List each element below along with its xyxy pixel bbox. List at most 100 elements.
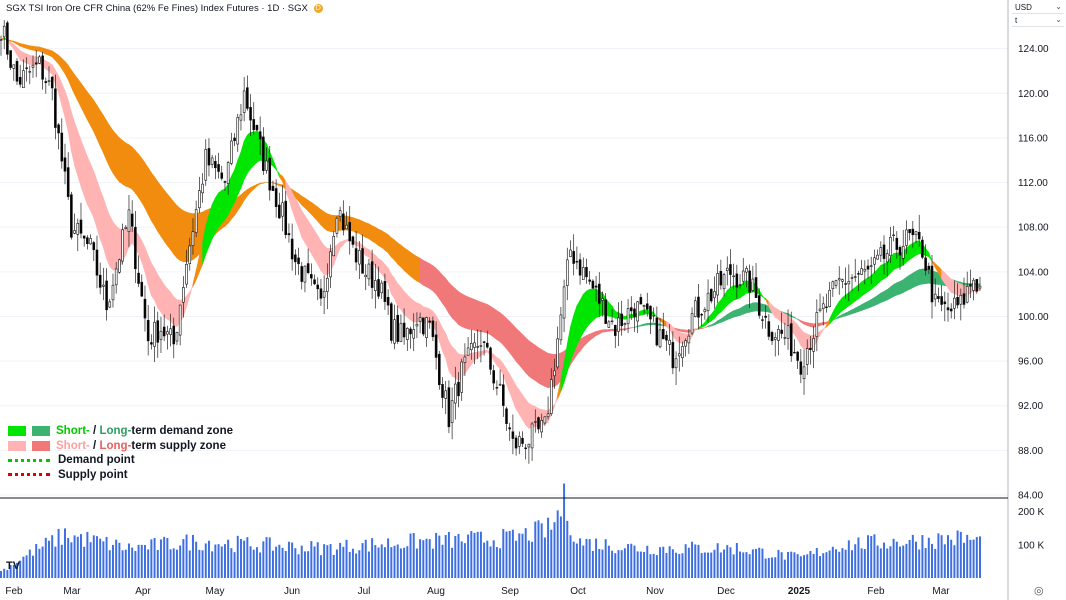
candle-body [828, 289, 831, 308]
volume-bar [521, 533, 524, 578]
volume-bar [812, 553, 815, 578]
volume-bar [803, 555, 806, 578]
candle [556, 326, 559, 370]
long-term-zone-segment [621, 328, 626, 331]
candle-body [873, 257, 876, 265]
candle-body [470, 343, 473, 351]
volume-bar [220, 546, 223, 578]
volume-bar [265, 537, 268, 578]
volume-bar [319, 555, 322, 578]
candle-body [786, 325, 790, 339]
candle-body [57, 124, 60, 134]
candle-body [118, 259, 121, 273]
candle-body [153, 321, 156, 347]
candle-body [15, 60, 19, 82]
candle-body [965, 286, 969, 303]
candle-body [194, 209, 198, 234]
volume-bar [191, 534, 194, 578]
short-term-zone-segment [314, 229, 319, 266]
long-term-zone-segment [874, 294, 878, 307]
volume-bar [665, 552, 668, 578]
candle [447, 380, 451, 434]
tradingview-logo-icon[interactable]: TV [6, 560, 21, 572]
long-term-zone-segment [371, 225, 376, 244]
unit-selector[interactable]: t ⌄ [1012, 15, 1064, 27]
candle [284, 191, 288, 239]
volume-bar [255, 547, 258, 578]
candle-body [956, 296, 959, 306]
long-term-zone-segment [506, 317, 510, 354]
volume-bar [303, 551, 306, 578]
candle [252, 102, 256, 135]
candle [153, 306, 156, 362]
candle-body [422, 317, 425, 335]
candle [444, 380, 447, 415]
long-term-zone-segment [32, 45, 37, 52]
long-term-zone-segment [400, 244, 405, 272]
settings-icon[interactable]: ◎ [1034, 585, 1044, 597]
candle-body [50, 76, 54, 89]
volume-bar [598, 548, 601, 578]
candle-body [300, 266, 304, 282]
candle [188, 237, 192, 271]
candle [821, 296, 825, 326]
long-term-zone-segment [880, 290, 885, 303]
candle [415, 312, 419, 339]
candle [422, 317, 425, 337]
volume-bar [924, 548, 927, 578]
short-term-zone-segment [410, 297, 415, 323]
short-term-zone-segment [243, 134, 248, 180]
long-term-zone-segment [410, 251, 415, 280]
volume-bar [678, 553, 681, 578]
candle-body [0, 39, 3, 41]
volume-bar [323, 544, 326, 578]
volume-bar [652, 553, 655, 578]
long-term-zone-segment [515, 327, 520, 366]
short-term-zone-segment [870, 271, 875, 291]
long-term-zone-segment [151, 171, 155, 227]
candle-body [479, 345, 483, 347]
volume-bar [646, 545, 649, 578]
candle-body [953, 297, 956, 309]
short-term-zone-segment [224, 183, 229, 221]
short-term-zone-segment [915, 240, 920, 256]
volume-bar [854, 544, 857, 578]
candle [390, 301, 393, 344]
volume-bar [927, 537, 930, 578]
candle-body [441, 384, 444, 398]
candle-body [940, 296, 943, 305]
candle-body [9, 50, 12, 68]
long-term-zone-segment [147, 166, 152, 221]
short-term-zone-segment [592, 288, 597, 322]
candle [677, 336, 681, 372]
candle-body [444, 390, 447, 399]
candle-body [258, 131, 262, 140]
long-term-zone-segment [925, 268, 930, 284]
short-term-zone-segment [874, 268, 878, 288]
volume-bar [831, 546, 834, 578]
candle-body [751, 278, 755, 291]
candle [780, 312, 783, 339]
candle [207, 138, 211, 177]
long-term-zone-segment [541, 349, 546, 387]
volume-bar [409, 533, 412, 578]
volume-bar [902, 545, 905, 578]
volume-bar [851, 550, 854, 578]
volume-bar [70, 542, 73, 578]
currency-selector[interactable]: USD ⌄ [1012, 2, 1064, 14]
candle [450, 387, 454, 440]
volume-bar [383, 547, 386, 578]
data-source-badge[interactable]: D [313, 3, 323, 13]
volume-bar [691, 541, 694, 578]
volume-bar [534, 521, 537, 578]
candle-body [367, 263, 371, 280]
candle-body [370, 261, 374, 288]
candle-body [697, 296, 700, 318]
time-tick-label: Sep [501, 586, 519, 597]
candle-body [898, 247, 902, 256]
volume-bar [867, 535, 870, 578]
long-term-zone-segment [135, 149, 139, 199]
candle [860, 259, 863, 276]
volume-bar [259, 552, 262, 578]
volume-bar [819, 556, 822, 578]
